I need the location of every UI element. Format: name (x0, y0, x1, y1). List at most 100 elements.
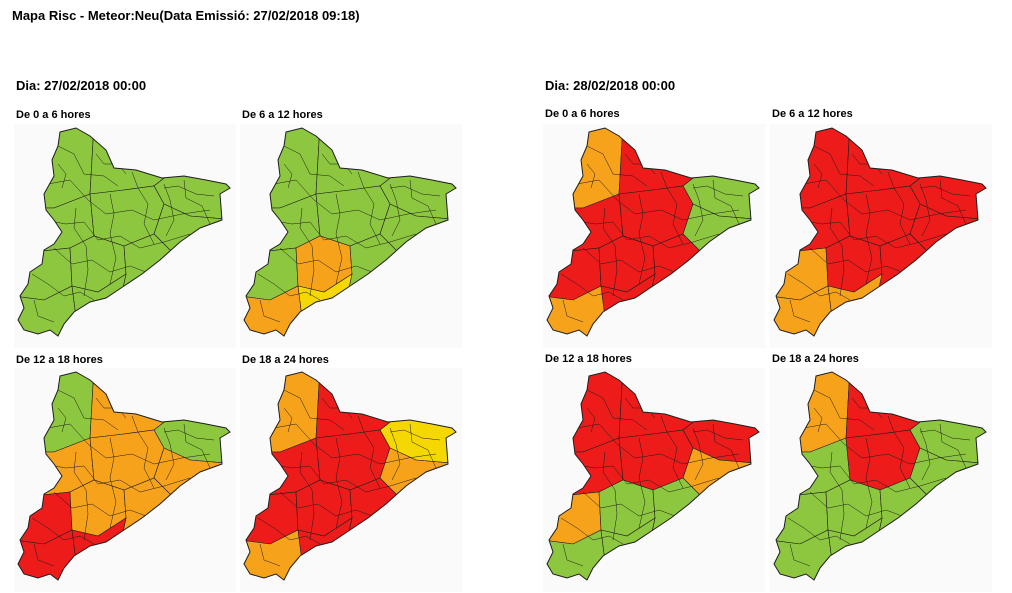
comarca-border (692, 183, 704, 237)
comarca-border (109, 437, 117, 529)
comarca-border (602, 207, 618, 297)
comarca-border (572, 463, 720, 493)
comarca-border (73, 451, 89, 541)
risk-zone-nw (547, 372, 624, 453)
comarca-border (602, 451, 618, 541)
comarca-border (335, 437, 343, 529)
comarca-border (273, 179, 437, 221)
comarca-border (789, 299, 811, 323)
comarca-border (887, 171, 911, 245)
comarca-border (809, 247, 903, 273)
day-title-2: Dia: 28/02/2018 00:00 (545, 78, 676, 93)
period-label-day1-3: De 18 a 24 hores (242, 354, 329, 366)
region-outline (773, 371, 987, 581)
period-label-day2-0: De 0 a 6 hores (545, 108, 620, 120)
page-title: Mapa Risc - Meteor:Neu(Data Emissió: 27/… (12, 8, 360, 23)
comarca-border (279, 143, 345, 187)
comarca-border (660, 415, 684, 489)
comarca-border (562, 299, 584, 323)
risk-zone-nw (244, 372, 321, 453)
region-outline (546, 371, 760, 581)
comarca-border (692, 185, 744, 197)
risk-zone-nw (774, 372, 851, 453)
risk-map-day1-period1 (14, 124, 236, 348)
region-outline (17, 371, 231, 581)
comarca-border (919, 185, 971, 197)
comarca-border (809, 387, 875, 431)
comarca-border (865, 193, 873, 285)
comarca-border (357, 171, 381, 245)
risk-map-day1-period4 (240, 368, 462, 592)
comarca-border (163, 427, 175, 481)
comarca-border (163, 185, 215, 197)
risk-zone-ce (909, 447, 986, 580)
comarca-border (269, 463, 417, 493)
comarca-border (257, 517, 321, 545)
comarca-border (131, 171, 155, 245)
comarca-border (572, 219, 720, 249)
risk-zone-ce (682, 447, 759, 580)
comarca-border (692, 429, 744, 441)
risk-zone-nw (774, 128, 851, 209)
risk-map-day1-period3 (14, 368, 236, 592)
comarca-border (43, 219, 191, 249)
risk-zone-ce (909, 203, 986, 336)
comarca-border (919, 183, 931, 237)
period-label-day2-2: De 12 a 18 hores (545, 353, 632, 365)
comarca-border (560, 517, 624, 545)
region-outline (773, 127, 987, 337)
comarca-border (582, 143, 648, 187)
risk-map-day2-period2 (770, 124, 992, 348)
period-label-day1-1: De 6 a 12 hores (242, 109, 323, 121)
comarca-border (389, 183, 401, 237)
comarca-border (47, 423, 211, 465)
comarca-border (33, 543, 55, 567)
catalonia-map-svg (773, 371, 987, 581)
comarca-border (283, 163, 293, 189)
catalonia-map-svg (243, 127, 457, 337)
catalonia-map-svg (17, 127, 231, 337)
comarca-border (299, 207, 315, 297)
comarca-border (257, 273, 321, 301)
comarca-border (279, 491, 373, 517)
region-outline (243, 127, 457, 337)
risk-map-day2-period1 (543, 124, 765, 348)
comarca-border (389, 427, 401, 481)
risk-zone-ce (379, 203, 456, 336)
comarca-border (335, 193, 343, 285)
comarca-border (299, 451, 315, 541)
comarca-border (560, 273, 624, 301)
comarca-border (660, 171, 684, 245)
catalonia-map-svg (773, 127, 987, 337)
comarca-border (582, 247, 676, 273)
comarca-border (163, 429, 215, 441)
comarca-border (809, 491, 903, 517)
comarca-border (131, 415, 155, 489)
comarca-border (273, 423, 437, 465)
risk-map-day1-period2 (240, 124, 462, 348)
risk-map-day2-period3 (543, 368, 765, 592)
risk-zone-ce (379, 447, 456, 580)
catalonia-map-svg (17, 371, 231, 581)
comarca-border (813, 163, 823, 189)
comarca-border (279, 387, 345, 431)
comarca-border (389, 185, 441, 197)
risk-zone-nw (547, 128, 624, 209)
region-outline (546, 127, 760, 337)
comarca-border (919, 427, 931, 481)
comarca-border (576, 423, 740, 465)
day-title-1: Dia: 27/02/2018 00:00 (16, 78, 147, 93)
comarca-border (803, 179, 967, 221)
period-label-day1-0: De 0 a 6 hores (16, 109, 91, 121)
catalonia-map-svg (243, 371, 457, 581)
comarca-border (887, 415, 911, 489)
comarca-border (692, 427, 704, 481)
period-label-day2-3: De 18 a 24 hores (772, 353, 859, 365)
risk-zone-nw (18, 128, 95, 209)
comarca-border (865, 437, 873, 529)
comarca-border (47, 179, 211, 221)
comarca-border (813, 407, 823, 433)
comarca-border (279, 247, 373, 273)
comarca-border (799, 463, 947, 493)
comarca-border (269, 219, 417, 249)
